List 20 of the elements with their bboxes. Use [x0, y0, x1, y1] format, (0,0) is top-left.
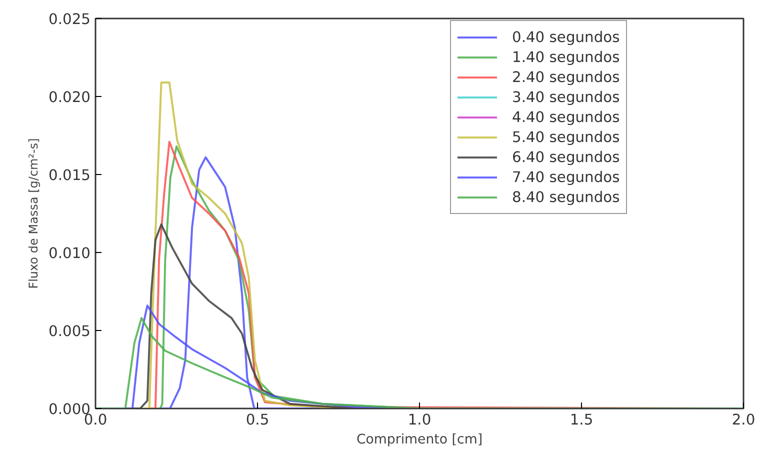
legend-label: 8.40 segundos [512, 188, 620, 206]
y-tick-label: 0.020 [48, 89, 91, 106]
x-tick-label: 2.0 [732, 412, 756, 428]
y-tick-label: 0.005 [48, 323, 91, 340]
legend-label: 7.40 segundos [512, 168, 620, 186]
legend-label: 6.40 segundos [512, 148, 620, 166]
legend-label: 3.40 segundos [512, 88, 620, 106]
x-tick-label: 1.5 [570, 412, 594, 428]
legend-label: 4.40 segundos [512, 108, 620, 126]
y-tick-label: 0.010 [48, 245, 91, 262]
x-tick-label: 0.5 [246, 412, 270, 428]
y-tick-label: 0.015 [48, 167, 91, 184]
x-tick-label: 1.0 [408, 412, 432, 428]
legend-label: 5.40 segundos [512, 128, 620, 146]
legend-label: 2.40 segundos [512, 68, 620, 86]
y-tick-label: 0.025 [48, 11, 91, 28]
legend-label: 1.40 segundos [512, 48, 620, 66]
y-axis-title: Fluxo de Massa [g/cm²-s] [26, 138, 41, 289]
x-axis-title: Comprimento [cm] [356, 432, 483, 448]
legend-label: 0.40 segundos [512, 28, 620, 46]
